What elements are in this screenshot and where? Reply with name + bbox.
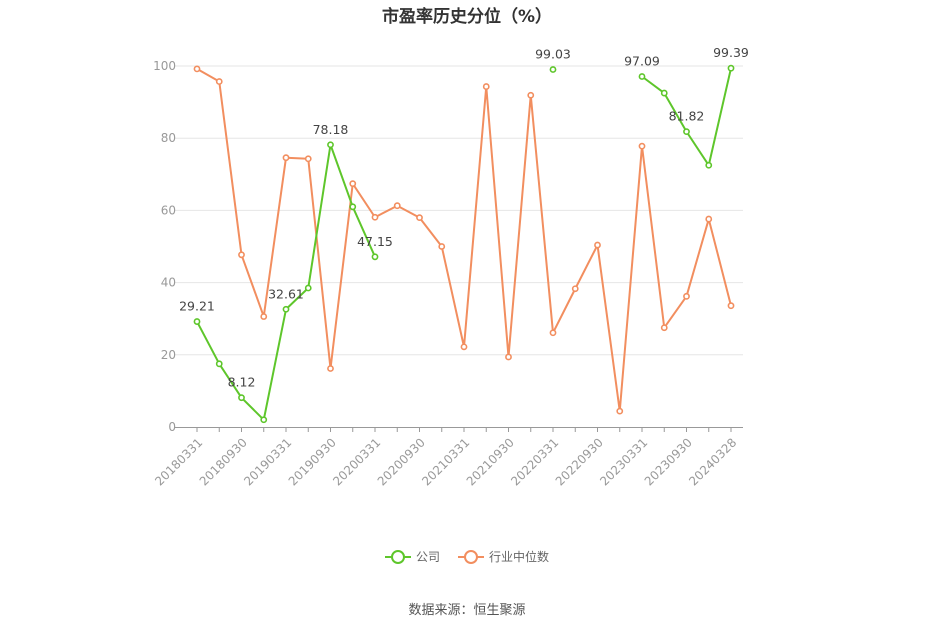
data-point[interactable]: [482, 83, 490, 90]
source-note: 数据来源：恒生聚源: [408, 603, 525, 618]
data-point[interactable]: [660, 324, 668, 332]
y-tick-label: 20: [161, 348, 176, 362]
data-point[interactable]: [327, 141, 334, 149]
legend-swatch-marker: [391, 550, 405, 564]
data-label: 78.18: [313, 122, 349, 137]
data-labels: 29.21 8.12 32.61 78.18 47.15 99.03 97.09 81.82 9…: [179, 45, 749, 389]
data-label: 47.15: [357, 234, 393, 249]
data-point[interactable]: [683, 128, 690, 136]
data-point[interactable]: [215, 360, 223, 368]
legend-swatch-marker: [464, 550, 478, 564]
data-point[interactable]: [282, 305, 290, 313]
data-point[interactable]: [304, 155, 312, 163]
data-point[interactable]: [549, 66, 557, 73]
series-行业中位数: [193, 65, 735, 415]
data-point[interactable]: [260, 313, 268, 320]
data-point[interactable]: [527, 91, 535, 99]
data-label: 8.12: [228, 375, 256, 390]
data-point[interactable]: [594, 241, 601, 249]
data-point[interactable]: [660, 89, 668, 97]
data-label: 99.39: [713, 45, 749, 60]
data-point[interactable]: [260, 416, 268, 424]
data-point[interactable]: [193, 65, 201, 73]
data-point[interactable]: [460, 343, 468, 351]
data-point[interactable]: [349, 180, 357, 188]
data-point[interactable]: [549, 329, 557, 337]
data-point[interactable]: [282, 154, 290, 162]
series-line: [196, 68, 732, 413]
data-point[interactable]: [438, 243, 446, 250]
data-label: 81.82: [669, 109, 705, 124]
y-tick-label: 100: [153, 59, 176, 73]
chart-title: 市盈率历史分位（%）: [382, 6, 552, 27]
y-tick-label: 60: [161, 203, 176, 217]
data-point[interactable]: [371, 213, 379, 221]
data-point[interactable]: [304, 284, 312, 292]
data-point[interactable]: [215, 78, 223, 85]
data-point[interactable]: [238, 251, 245, 259]
data-point[interactable]: [327, 365, 334, 372]
data-point[interactable]: [416, 214, 423, 222]
data-point[interactable]: [616, 407, 624, 415]
data-label: 29.21: [179, 299, 215, 314]
x-axis: 2018033120180930201903312019093020200331…: [152, 427, 743, 489]
data-point[interactable]: [638, 142, 646, 150]
data-point[interactable]: [727, 302, 735, 310]
legend-item[interactable]: 公司: [385, 550, 440, 564]
legend-item[interactable]: 行业中位数: [458, 549, 549, 564]
grid: [175, 65, 743, 356]
data-point[interactable]: [638, 73, 646, 80]
data-label: 97.09: [624, 54, 660, 69]
data-point[interactable]: [505, 353, 512, 361]
legend[interactable]: 公司 行业中位数: [385, 549, 549, 564]
data-point[interactable]: [683, 292, 690, 300]
y-axis: 0 20 40 60 80 100: [153, 59, 176, 434]
legend-label: 行业中位数: [489, 549, 549, 564]
data-label: 32.61: [268, 286, 304, 301]
series-layer: [193, 64, 735, 424]
data-point[interactable]: [238, 394, 245, 402]
data-point[interactable]: [349, 203, 357, 211]
series-公司: [193, 64, 735, 424]
data-point[interactable]: [705, 215, 713, 223]
y-tick-label: 0: [168, 420, 176, 434]
data-point[interactable]: [393, 202, 401, 210]
data-point[interactable]: [571, 285, 579, 293]
data-point[interactable]: [705, 161, 713, 169]
data-point[interactable]: [193, 318, 201, 325]
data-point[interactable]: [727, 64, 735, 72]
x-tick-label: 20240328: [686, 435, 739, 488]
y-tick-label: 80: [161, 131, 176, 145]
y-tick-label: 40: [161, 276, 176, 290]
legend-label: 公司: [416, 550, 440, 564]
data-label: 99.03: [535, 47, 571, 62]
data-point[interactable]: [371, 253, 379, 261]
